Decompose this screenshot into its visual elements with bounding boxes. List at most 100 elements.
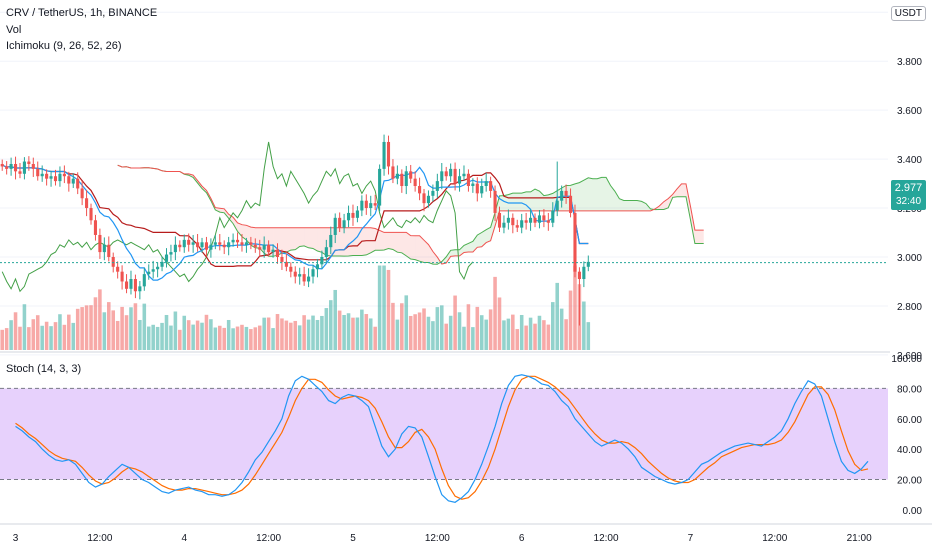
cloud-segment xyxy=(392,232,398,253)
volume-bar xyxy=(453,295,457,350)
volume-bar xyxy=(218,325,222,350)
volume-bar xyxy=(235,326,240,350)
candle-body xyxy=(537,215,542,223)
candle-body xyxy=(293,271,297,277)
time-tick-label: 6 xyxy=(519,533,525,544)
candle-body xyxy=(253,244,257,248)
cloud-segment xyxy=(424,240,429,263)
volume-bar xyxy=(129,307,133,350)
leading-span-b-line xyxy=(117,164,704,265)
candle-body xyxy=(138,286,142,292)
volume-bar xyxy=(537,315,542,350)
candle-body xyxy=(262,244,266,250)
stoch-tick-label: 20.00 xyxy=(897,476,922,487)
candle-body xyxy=(315,264,320,270)
cloud-segment xyxy=(677,183,682,197)
stoch-d-line xyxy=(15,375,869,500)
stoch-tick-label: 0.00 xyxy=(903,506,923,517)
cloud-segment xyxy=(304,227,309,248)
candle-body xyxy=(160,261,164,267)
volume-bar xyxy=(435,307,440,350)
volume-bar xyxy=(262,317,266,350)
cloud-segment xyxy=(486,227,491,243)
cloud-segment xyxy=(637,200,642,211)
volume-bar xyxy=(333,289,337,350)
cloud-segment xyxy=(419,235,425,263)
candle-body xyxy=(462,173,466,177)
candle-body xyxy=(546,220,550,223)
cloud-segment xyxy=(401,232,407,256)
volume-bar xyxy=(293,320,298,350)
ichimoku-legend[interactable]: Ichimoku (9, 26, 52, 26) xyxy=(6,40,122,52)
cloud-segment xyxy=(352,227,358,256)
volume-bar xyxy=(155,326,160,350)
candle-body xyxy=(426,195,431,204)
candle-body xyxy=(324,247,328,257)
candle-body xyxy=(338,217,342,228)
stoch-axis: 100.00 80.00 60.00 40.00 20.00 0.00 xyxy=(891,354,922,517)
cloud-segment xyxy=(281,227,287,254)
candle-body xyxy=(151,269,155,272)
volume-bar xyxy=(546,324,551,350)
time-tick-label: 12:00 xyxy=(87,533,112,544)
cloud-segment xyxy=(273,227,278,257)
candle-body xyxy=(440,171,444,182)
volume-bar xyxy=(502,320,506,350)
candle-body xyxy=(222,244,226,248)
candle-body xyxy=(449,168,453,177)
volume-bar xyxy=(466,304,471,350)
candle-body xyxy=(191,242,195,245)
volume-bar xyxy=(62,324,67,350)
candle-body xyxy=(107,244,111,257)
volume-legend[interactable]: Vol xyxy=(6,24,22,36)
candle-body xyxy=(520,220,524,228)
candle-body xyxy=(307,276,311,282)
volume-bar xyxy=(18,326,22,350)
volume-bar xyxy=(67,314,71,350)
volume-bar xyxy=(40,325,44,350)
volume-bar xyxy=(382,265,386,350)
candle-body xyxy=(240,242,244,245)
candle-body xyxy=(80,188,84,199)
volume-bar xyxy=(408,315,413,350)
cloud-segment xyxy=(224,208,229,219)
candle-body xyxy=(218,242,222,245)
symbol-title[interactable]: CRV / TetherUS, 1h, BINANCE xyxy=(6,7,158,19)
candle-body xyxy=(45,173,49,179)
stoch-pane xyxy=(0,374,888,503)
time-axis: 3 12:00 4 12:00 5 12:00 6 12:00 7 12:00 21:00 xyxy=(0,523,932,544)
price-tick-label: 2.600 xyxy=(897,351,922,362)
cloud-segment xyxy=(477,232,482,248)
candle-body xyxy=(311,269,315,277)
currency-badge[interactable]: USDT xyxy=(890,6,926,21)
volume-bar xyxy=(342,314,346,350)
cloud-segment xyxy=(415,235,420,262)
cloud-segment xyxy=(290,227,296,251)
cloud-segment xyxy=(597,177,602,211)
candle-body xyxy=(258,247,262,250)
volume-bar xyxy=(329,300,333,350)
candle-body xyxy=(320,256,324,265)
price-tick-label: 3.600 xyxy=(897,106,922,117)
volume-bar xyxy=(142,303,147,350)
cloud-segment xyxy=(366,227,371,255)
volume-bar xyxy=(102,312,107,350)
volume-bar xyxy=(253,327,258,350)
stoch-legend[interactable]: Stoch (14, 3, 3) xyxy=(6,363,82,375)
candle-body xyxy=(475,183,479,194)
candle-body xyxy=(542,215,546,221)
candle-body xyxy=(551,210,555,223)
candle-body xyxy=(147,271,151,275)
volume-bar xyxy=(306,319,311,350)
volume-bar xyxy=(391,302,395,350)
candle-body xyxy=(169,252,173,255)
candle-body xyxy=(267,244,271,253)
stoch-k-line xyxy=(15,374,869,503)
cloud-segment xyxy=(632,200,638,211)
leading-span-a-line xyxy=(117,164,704,265)
stoch-tick-label: 80.00 xyxy=(897,384,922,395)
volume-bar xyxy=(533,323,537,350)
cloud-segment xyxy=(237,222,242,237)
volume-bar xyxy=(280,318,284,350)
